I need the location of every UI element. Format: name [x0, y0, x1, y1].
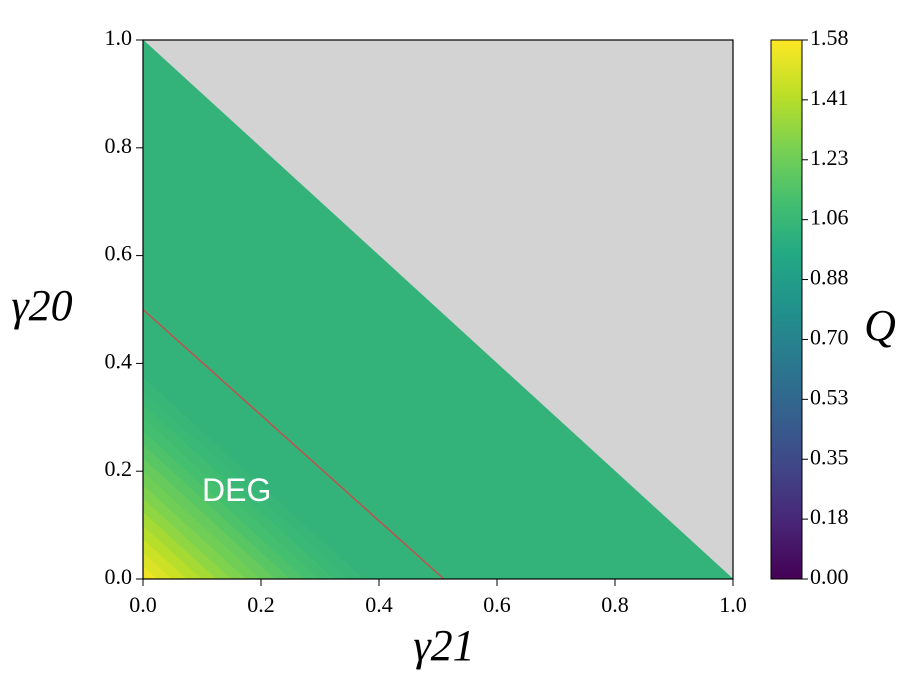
- colorbar-tick-label: 0.70: [810, 325, 849, 350]
- y-tick-label: 1.0: [105, 25, 133, 50]
- x-tick-label: 1.0: [719, 592, 747, 617]
- y-tick-label: 0.8: [105, 133, 133, 158]
- colorbar-tick-label: 0.35: [810, 444, 849, 469]
- x-tick-label: 0.8: [601, 592, 629, 617]
- x-tick-label: 0.4: [365, 592, 393, 617]
- heat-strip: [143, 40, 733, 579]
- colorbar-label: Q: [864, 301, 896, 350]
- y-tick-label: 0.4: [105, 348, 133, 373]
- boundary-line: [143, 308, 445, 579]
- colorbar-tick-label: 0.18: [810, 504, 849, 529]
- y-tick-label: 0.0: [105, 564, 133, 589]
- y-tick-label: 0.6: [105, 241, 133, 266]
- x-tick-label: 0.0: [129, 592, 157, 617]
- x-axis-label: γ21: [413, 621, 474, 670]
- colorbar: [770, 39, 803, 580]
- x-tick-label: 0.2: [247, 592, 275, 617]
- colorbar-tick-label: 1.41: [810, 85, 849, 110]
- colorbar-tick-label: 0.00: [810, 564, 849, 589]
- plot-area: [143, 40, 733, 579]
- colorbar-tick-label: 0.88: [810, 265, 849, 290]
- y-tick-label: 0.2: [105, 456, 133, 481]
- x-tick-label: 0.6: [483, 592, 511, 617]
- annotation: DEG: [202, 472, 271, 508]
- colorbar-tick-label: 1.06: [810, 205, 849, 230]
- colorbar-tick-label: 0.53: [810, 384, 849, 409]
- colorbar-tick-label: 1.23: [810, 145, 849, 170]
- y-axis-label: γ20: [11, 281, 72, 330]
- colorbar-tick-label: 1.58: [810, 25, 849, 50]
- plot-frame: [142, 39, 734, 580]
